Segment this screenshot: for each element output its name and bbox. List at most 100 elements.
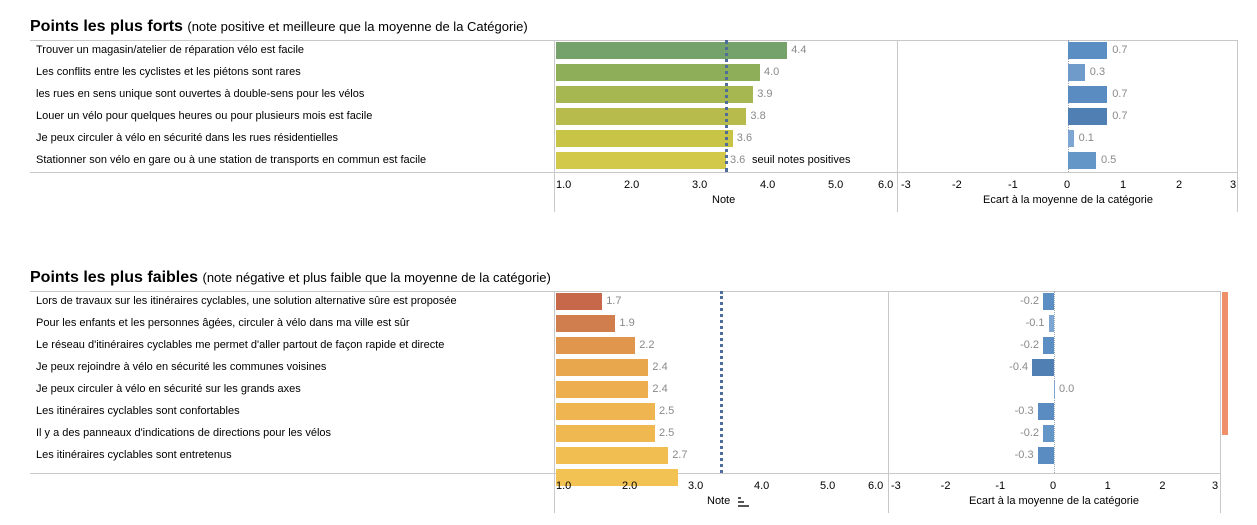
note-bar[interactable] [556,86,754,103]
row-label: Pour les enfants et les personnes âgées,… [36,317,410,329]
row-label: Les conflits entre les cyclistes et les … [36,66,301,78]
strengths-title-text: Points les plus forts [30,18,183,35]
note-value-label: 2.5 [659,405,675,417]
x-tick-label: 5.0 [828,179,844,191]
ecart-value-label: -0.2 [1020,295,1040,307]
x-tick-label: 3.0 [692,179,708,191]
ecart-bar[interactable] [1043,337,1054,354]
x-tick-label: -2 [952,179,962,191]
pane-divider [897,40,898,212]
x-tick-label: 1.0 [556,179,572,191]
ecart-bar[interactable] [1068,152,1096,169]
note-axis-title: Note [707,495,731,507]
row-label: Je peux circuler à vélo en sécurité dans… [36,132,339,144]
ecart-value-label: 0.7 [1112,44,1128,56]
sort-icon[interactable] [738,497,749,507]
ecart-bar[interactable] [1043,425,1054,442]
note-bar[interactable] [556,381,649,398]
x-tick-label: 1.0 [556,480,572,492]
note-value-label: 1.9 [619,317,635,329]
x-tick-label: 0 [1050,480,1057,492]
note-value-label: 2.5 [659,427,675,439]
ecart-axis-title: Ecart à la moyenne de la catégorie [983,194,1153,206]
ecart-value-label: -0.2 [1020,427,1040,439]
header-divider [30,40,1237,41]
ecart-value-label: -0.4 [1009,361,1029,373]
ecart-value-label: 0.0 [1059,383,1075,395]
row-label: Lors de travaux sur les itinéraires cycl… [36,295,457,307]
ecart-bar[interactable] [1054,381,1055,398]
x-tick-label: 3.0 [688,480,704,492]
note-value-label: 2.4 [652,361,668,373]
scrollbar-thumb[interactable] [1222,292,1228,435]
weaknesses-subtitle: (note négative et plus faible que la moy… [202,270,551,285]
ecart-value-label: -0.3 [1014,405,1034,417]
row-label: les rues en sens unique sont ouvertes à … [36,88,365,100]
ecart-bar[interactable] [1068,42,1108,59]
note-bar[interactable] [556,42,788,59]
strengths-title: Points les plus forts (note positive et … [30,18,528,36]
x-tick-label: -1 [1008,179,1018,191]
note-value-label: 3.9 [757,88,773,100]
ecart-bar[interactable] [1037,403,1054,420]
zero-line [1068,40,1069,172]
row-label: Stationner son vélo en gare ou à une sta… [36,154,427,166]
note-value-label: 2.2 [639,339,655,351]
ecart-bar[interactable] [1032,359,1054,376]
pane-divider [554,40,555,212]
note-bar[interactable] [556,293,603,310]
note-value-label: 3.8 [750,110,766,122]
x-tick-label: -3 [901,179,911,191]
pane-divider [554,291,555,513]
pane-divider [888,291,889,513]
ecart-bar[interactable] [1043,293,1054,310]
note-bar[interactable] [556,425,655,442]
ecart-value-label: 0.7 [1112,88,1128,100]
ecart-bar[interactable] [1037,447,1054,464]
note-value-label: 2.7 [672,449,688,461]
note-bar[interactable] [556,152,726,169]
row-label: Je peux circuler à vélo en sécurité sur … [36,383,301,395]
ecart-value-label: -0.1 [1025,317,1045,329]
row-label: Le réseau d'itinéraires cyclables me per… [36,339,445,351]
note-bar[interactable] [556,130,733,147]
note-axis-title: Note [712,194,736,206]
x-tick-label: 4.0 [760,179,776,191]
ecart-bar[interactable] [1048,315,1054,332]
x-tick-label: 0 [1064,179,1071,191]
ecart-axis-title: Ecart à la moyenne de la catégorie [969,495,1139,507]
note-value-label: 2.4 [652,383,668,395]
x-tick-label: 2.0 [622,480,638,492]
x-tick-label: 3 [1212,480,1219,492]
x-tick-label: -2 [940,480,951,492]
note-bar[interactable] [556,403,655,420]
x-tick-label: 6.0 [868,480,884,492]
note-bar[interactable] [556,64,760,81]
row-label: Louer un vélo pour quelques heures ou po… [36,110,373,122]
note-bar[interactable] [556,359,649,376]
pane-divider [1237,40,1238,212]
row-label: Les itinéraires cyclables sont confortab… [36,405,240,417]
ecart-bar[interactable] [1068,86,1108,103]
note-bar[interactable] [556,447,669,464]
x-tick-label: -1 [995,480,1006,492]
note-value-label: 3.6 [736,132,753,144]
axis-line [30,172,1237,173]
note-bar[interactable] [556,337,636,354]
note-value-label: 4.4 [791,44,807,56]
strengths-subtitle: (note positive et meilleure que la moyen… [187,19,528,34]
ecart-value-label: 0.5 [1101,154,1117,166]
ecart-bar[interactable] [1068,108,1108,125]
pane-divider [1220,291,1221,513]
x-tick-label: 6.0 [878,179,894,191]
ecart-bar[interactable] [1068,64,1085,81]
ecart-bar[interactable] [1068,130,1074,147]
x-tick-label: 4.0 [754,480,770,492]
note-bar[interactable] [556,108,747,125]
x-tick-label: 1 [1104,480,1111,492]
note-bar[interactable] [556,469,679,486]
row-label: Je peux rejoindre à vélo en sécurité les… [36,361,327,373]
ecart-value-label: 0.1 [1078,132,1094,144]
weaknesses-title-text: Points les plus faibles [30,269,199,286]
note-bar[interactable] [556,315,616,332]
